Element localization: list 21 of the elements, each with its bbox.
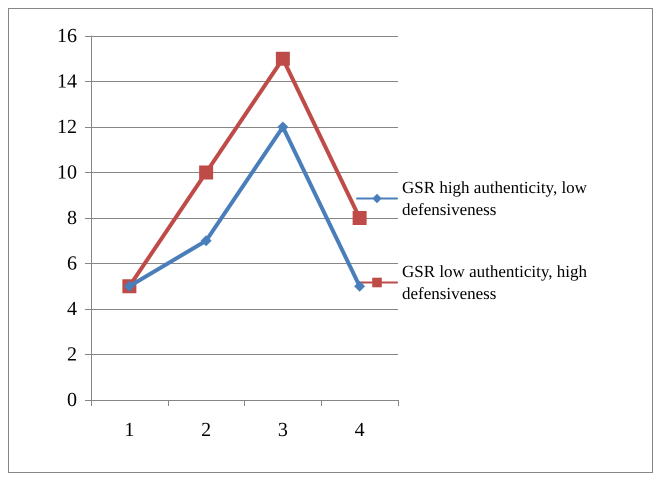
legend-label: GSR low authenticity, high defensiveness — [402, 262, 592, 303]
y-tick-label: 0 — [67, 389, 77, 411]
x-tick-label: 3 — [278, 419, 288, 441]
x-tick-label: 2 — [201, 419, 212, 441]
point — [199, 166, 214, 180]
y-tick-label: 10 — [57, 162, 77, 184]
y-tick-label: 6 — [67, 252, 77, 274]
y-tick-label: 8 — [67, 207, 77, 229]
point — [277, 122, 288, 132]
legend-label: GSR high authenticity, low defensiveness — [402, 178, 592, 219]
y-tick-label: 4 — [67, 298, 77, 320]
y-tick-label: 16 — [57, 25, 77, 47]
x-tick-label: 1 — [124, 419, 134, 441]
point — [276, 52, 290, 66]
point — [354, 280, 366, 292]
x-tick-label: 4 — [354, 419, 365, 441]
point — [352, 211, 367, 225]
y-tick-label: 14 — [57, 70, 77, 92]
y-tick-label: 12 — [57, 116, 77, 138]
y-tick-label: 2 — [67, 344, 77, 366]
point — [200, 235, 212, 246]
